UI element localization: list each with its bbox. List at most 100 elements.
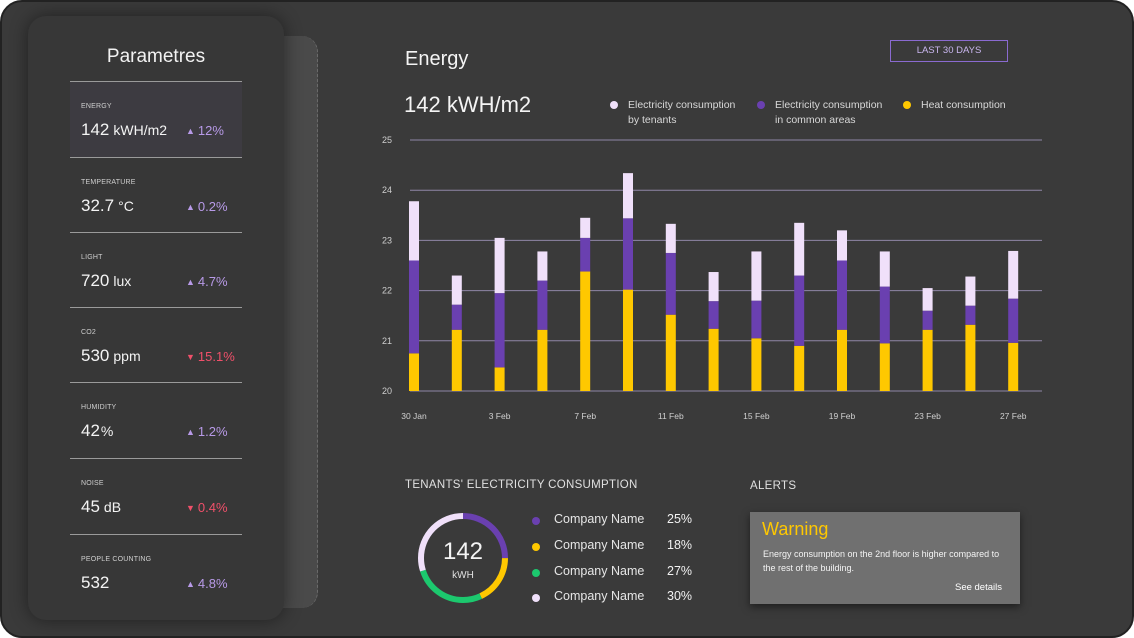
chart-bar-segment [451,275,462,305]
company-percent: 25% [667,512,693,526]
chart-bar-segment [879,251,890,287]
legend-label: Electricity consumption in common areas [775,99,883,126]
param-delta: ▲ 12% [186,123,224,138]
param-label: CO2 [81,329,96,336]
energy-bar-chart: 20 21 22 23 24 25 30 Jan 3 Feb 7 Feb 11 Feb 15 Feb… [382,135,1042,421]
warning-title: Warning [762,519,829,539]
chart-bar-segment [922,329,933,391]
param-delta: ▲ 1.2% [186,424,228,439]
chart-bar-segment [409,201,419,261]
chart-bar-segment [879,343,890,391]
company-percent: 27% [667,564,693,578]
donut-total-value: 142 [442,538,484,565]
legend-label: Heat consumption [921,99,1006,111]
period-filter-button[interactable]: LAST 30 DAYS [890,40,1008,62]
param-label: ENERGY [81,103,112,110]
chart-bar-segment [665,314,676,391]
param-light[interactable]: LIGHT 720 lux ▲ 4.7% [70,232,242,308]
param-delta: ▲ 4.8% [186,576,228,591]
param-value: 142 kWH/m2 [81,120,168,139]
chart-bar-segment [708,328,719,391]
chart-bar-segment [1008,342,1019,391]
donut-total-unit: kWH [452,570,474,581]
arrow-up-icon: ▲ [186,277,195,287]
param-label: HUMIDITY [81,404,117,411]
company-name: Company Name [554,538,645,552]
param-label: TEMPERATURE [81,179,136,186]
chart-bar-segment [794,275,805,346]
company-row[interactable]: Company Name 30% [532,589,712,609]
param-humidity[interactable]: HUMIDITY 42% ▲ 1.2% [70,382,242,458]
chart-bar-segment [537,329,548,391]
company-name: Company Name [554,512,645,526]
parameters-sidebar: Parametres ENERGY 142 kWH/m2 ▲ 12% TEMPERA… [28,16,284,620]
y-tick-label: 24 [382,185,392,195]
legend-label: Electricity consumption by tenants [628,99,736,126]
tenants-donut-chart [418,513,508,603]
chart-bar-segment [837,260,847,330]
alerts-section-title: ALERTS [750,480,797,492]
chart-bar-segment [879,286,890,344]
company-percent: 30% [667,589,693,603]
chart-bar-segment [965,324,976,391]
chart-bar-segment [751,300,762,339]
chart-bar-segment [623,218,633,290]
y-tick-label: 20 [382,386,392,396]
chart-bar-segment [665,252,676,315]
arrow-up-icon: ▲ [186,126,195,136]
chart-bar-segment [537,251,548,281]
param-label: LIGHT [81,254,103,261]
param-delta: ▲ 0.2% [186,199,228,214]
param-value: 32.7 °C [81,196,134,215]
chart-bar-segment [1008,250,1019,299]
chart-bar-segment [451,304,462,330]
param-delta: ▼ 15.1% [186,349,235,364]
warning-card: Warning Energy consumption on the 2nd fl… [750,512,1020,604]
chart-bar-segment [837,329,847,391]
y-tick-label: 25 [382,135,392,145]
chart-bar-segment [708,301,719,329]
arrow-up-icon: ▲ [186,202,195,212]
company-dot [532,569,540,577]
company-row[interactable]: Company Name 18% [532,538,712,558]
chart-bar-segment [494,293,505,368]
company-row[interactable]: Company Name 27% [532,564,712,584]
chart-bar-segment [922,310,933,330]
x-tick-label: 27 Feb [1000,411,1027,421]
y-tick-label: 22 [382,286,392,296]
chart-bar-segment [965,305,976,325]
param-temperature[interactable]: TEMPERATURE 32.7 °C ▲ 0.2% [70,157,242,233]
chart-bar-segment [1008,298,1019,343]
param-label: NOISE [81,480,104,487]
chart-bar-segment [494,237,505,294]
energy-title: Energy [405,48,469,70]
param-energy[interactable]: ENERGY 142 kWH/m2 ▲ 12% [70,81,242,157]
param-co2[interactable]: CO2 530 ppm ▼ 15.1% [70,307,242,383]
x-tick-label: 7 Feb [574,411,596,421]
arrow-up-icon: ▲ [186,427,195,437]
company-name: Company Name [554,564,645,578]
company-percent: 18% [667,538,693,552]
legend-dot [903,101,911,109]
param-noise[interactable]: NOISE 45 dB ▼ 0.4% [70,458,242,534]
chart-bar-segment [837,230,847,261]
x-tick-label: 19 Feb [829,411,856,421]
company-dot [532,594,540,602]
see-details-link[interactable]: See details [954,582,1002,593]
company-row[interactable]: Company Name 25% [532,512,712,532]
arrow-down-icon: ▼ [186,352,195,362]
x-tick-label: 23 Feb [914,411,941,421]
x-tick-label: 11 Feb [658,411,684,421]
param-value: 45 dB [81,497,122,516]
x-tick-label: 15 Feb [743,411,770,421]
donut-segment [418,513,508,603]
chart-bar-segment [623,289,633,391]
chart-bar-segment [623,173,633,219]
tenants-section-title: TENANTS' ELECTRICITY CONSUMPTION [405,479,638,491]
chart-bar-segment [580,217,591,238]
company-dot [532,517,540,525]
chart-bar-segment [409,260,419,354]
chart-bar-segment [580,237,591,272]
param-people-counting[interactable]: PEOPLE COUNTING 532 ▲ 4.8% [70,534,242,610]
